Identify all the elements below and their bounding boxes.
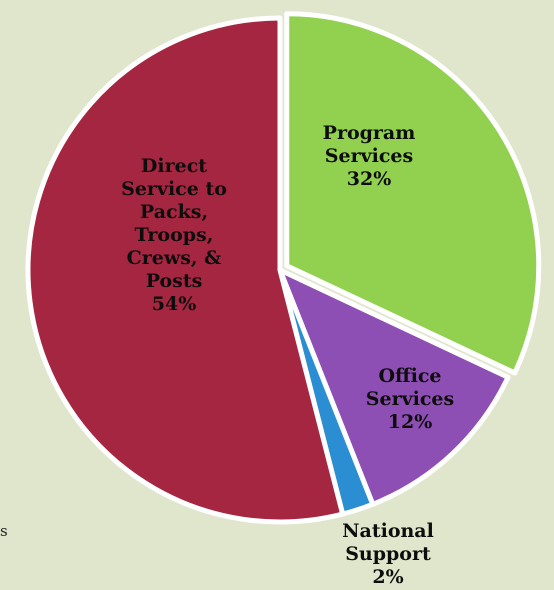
slice-label-national-support: National Support 2% <box>342 520 434 588</box>
slice-label-office-services: Office Services 12% <box>366 365 454 433</box>
pie-slice-program-services <box>284 11 542 376</box>
slice-label-direct-service-to-packs-troops-crews-posts: Direct Service to Packs, Troops, Crews, & Pos… <box>121 155 227 315</box>
pie-slice-office-services <box>277 267 511 507</box>
slice-label-program-services: Program Services 32% <box>323 122 416 190</box>
cropped-text-fragment: s <box>0 522 8 540</box>
pie-slice-direct-service-to-packs-troops-crews-posts <box>25 15 346 525</box>
